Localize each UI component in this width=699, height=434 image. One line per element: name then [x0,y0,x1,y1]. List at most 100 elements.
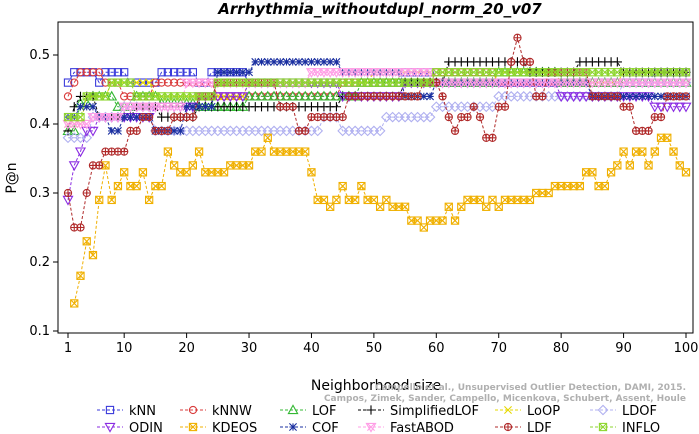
data-point-kdeos [482,202,491,211]
data-point-ldf [63,188,73,198]
data-point-knnw [169,78,179,87]
data-point-kdeos [619,147,628,156]
credit-line-1: Campello et al., Unsupervised Outlier De… [375,383,686,393]
data-point-kdeos [544,188,553,198]
data-point-knn [63,78,73,87]
data-point-kdeos [575,181,585,191]
data-point-cof [619,92,628,101]
series-lof [62,66,692,136]
data-point-lof [268,90,280,101]
series-kdeos [70,133,691,308]
chart-title: Arrhythmia_withoutdupl_norm_20_v07 [217,0,542,18]
data-point-ldof [374,125,386,137]
data-point-cof [644,92,653,101]
data-point-inflo [207,92,216,101]
data-point-ldf [145,112,154,122]
x-tick-label: 80 [553,341,570,356]
data-point-kdeos [650,147,659,156]
data-point-kdeos [113,181,123,191]
legend-swatch-marker [597,404,609,416]
y-axis-label: P@n [4,162,20,193]
data-point-ldf [625,102,634,111]
data-point-odin [655,102,667,113]
data-point-cof [132,113,141,122]
x-tick-label: 20 [178,341,195,356]
data-point-knn [145,78,154,87]
legend-swatch-marker [366,405,376,415]
x-tick-label: 50 [366,341,383,356]
data-point-loop [145,78,154,87]
data-point-knnw [101,78,110,87]
data-point-cof [419,92,428,101]
data-point-kdeos [644,161,653,170]
data-point-kdeos [76,271,85,280]
data-point-odin [87,126,99,137]
data-point-ldf [507,57,516,67]
legend-label: COF [312,421,339,434]
data-point-odin [674,102,686,113]
data-point-cof [232,68,241,77]
legend-label: LDF [527,421,552,434]
data-point-ldf [163,126,173,136]
data-point-cof [213,68,222,77]
data-point-cof [650,92,659,101]
data-point-kdeos [450,216,460,225]
data-point-knnw [151,78,160,87]
data-point-knnw [63,92,73,101]
y-tick-label: 0.5 [29,48,50,63]
data-point-fastabod [174,102,186,113]
data-point-cof [82,102,91,111]
legend-label: INFLO [622,421,660,434]
data-point-cof [263,57,272,66]
data-point-cof [326,57,335,66]
data-point-cof [251,57,260,66]
data-point-cof [282,57,291,66]
data-point-ldf [413,92,422,101]
x-tick-label: 70 [490,341,507,356]
data-point-kdeos [494,202,503,211]
data-point-ldf [432,78,441,87]
data-point-knn [120,68,129,77]
data-point-kdeos [525,195,535,205]
data-point-kdeos [70,299,79,308]
legend: kNN kNNW LOF SimplifiedLOF LoOP LDOF ODIN KDEOS… [97,404,660,434]
data-point-knnw [95,68,104,77]
data-point-cof [270,57,278,66]
data-point-kdeos [219,168,229,177]
data-point-cof [88,102,97,111]
data-point-kdeos [375,202,385,211]
data-point-knnw [70,78,79,87]
data-point-odin [74,147,87,158]
x-tick-label: 60 [428,341,445,356]
data-point-lof [312,90,324,101]
plot-frame [57,21,694,334]
x-tick-label: 90 [615,341,632,356]
legend-label: KDEOS [212,421,257,434]
data-point-kdeos [413,216,422,225]
data-point-cof [332,57,341,66]
data-point-kdeos [157,181,166,191]
data-point-knnw [163,78,173,87]
legend-item-odin: ODIN [97,421,163,434]
data-point-ldf [188,112,197,122]
y-tick-label: 0.1 [29,324,50,339]
data-point-kdeos [120,168,129,177]
data-point-ldf [288,102,297,111]
data-point-kdeos [257,147,266,156]
data-point-ldf [656,112,666,122]
data-point-odin [555,92,567,103]
legend-item-ldof: LDOF [590,404,657,419]
data-point-knn [101,68,110,77]
data-point-kdeos [338,181,347,191]
data-point-ldf [513,33,522,42]
data-point-simplifiedlof [331,102,342,112]
data-point-ldf [644,126,653,136]
data-point-knn [169,68,179,77]
x-axis-label: Neighborhood size [311,378,441,394]
legend-swatch-marker [365,422,377,433]
data-point-loop [138,78,147,87]
data-point-kdeos [132,181,141,191]
data-point-ldf [132,126,141,136]
data-point-cof [307,57,316,66]
data-point-ldf [438,92,447,101]
